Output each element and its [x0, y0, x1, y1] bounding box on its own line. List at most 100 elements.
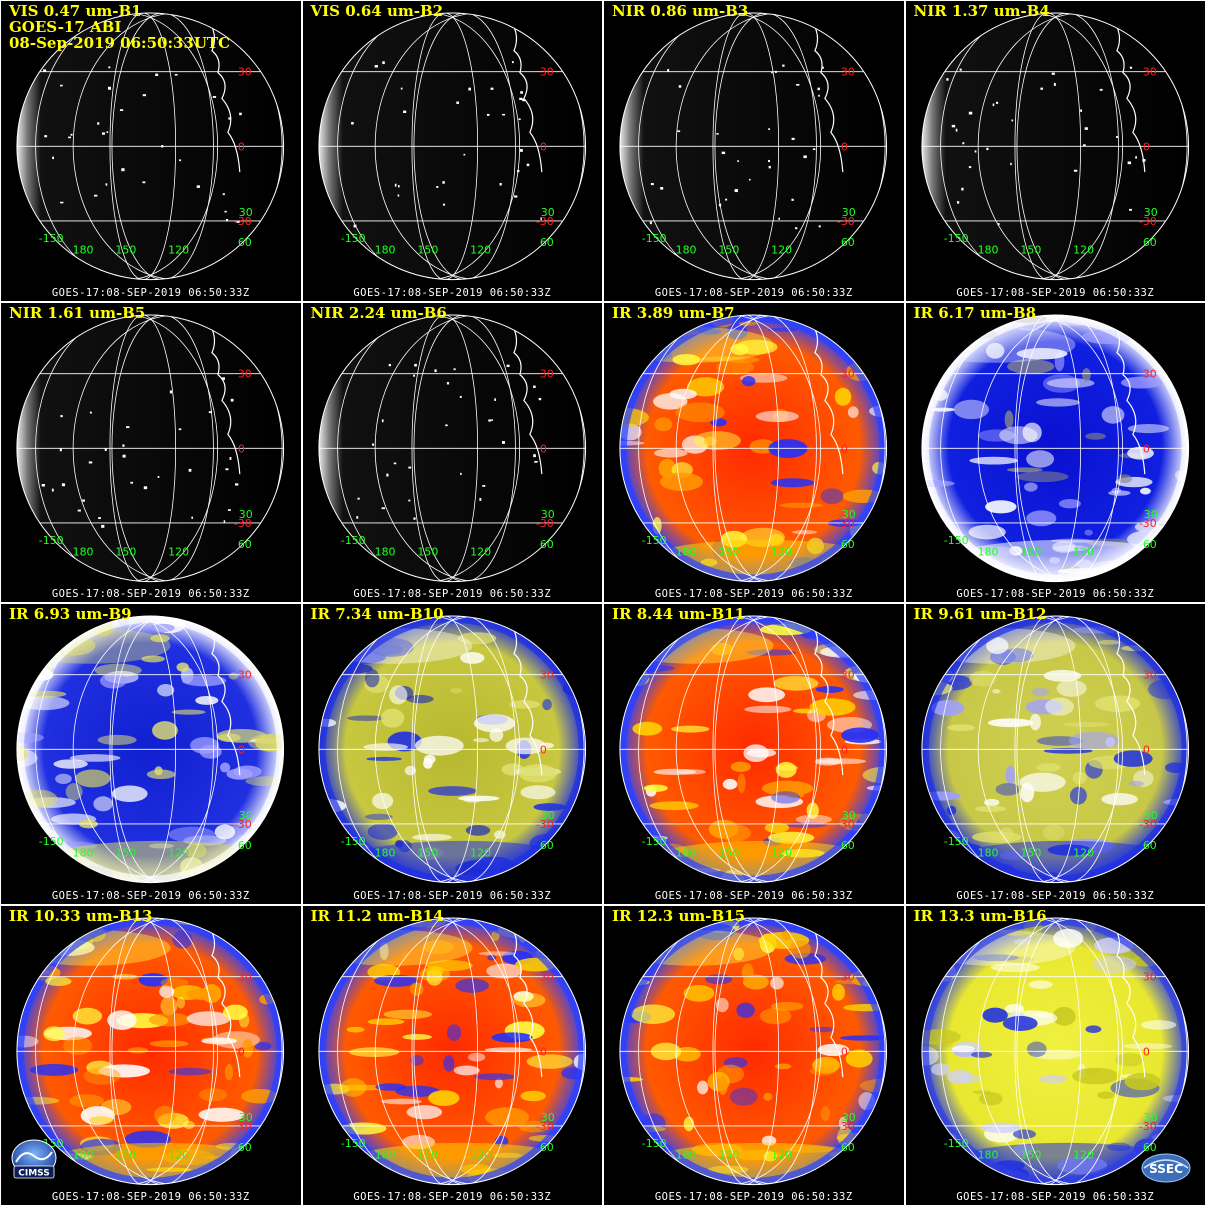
lat-label: 0 — [539, 140, 546, 153]
lat-label: 0 — [1142, 743, 1149, 756]
lon-label: 180 — [977, 244, 998, 257]
lon-label: -150 — [943, 835, 968, 848]
lon-label: 180 — [374, 545, 395, 558]
lat-label: -30 — [1138, 215, 1156, 228]
lon-label: 150 — [417, 244, 438, 257]
band-label: NIR 2.24 um-B6 — [311, 305, 447, 321]
lon-label: 120 — [168, 244, 189, 257]
timestamp-footer: GOES-17:08-SEP-2019 06:50:33Z — [51, 1191, 250, 1203]
timestamp-footer: GOES-17:08-SEP-2019 06:50:33Z — [353, 286, 552, 299]
lon-label: 150 — [115, 545, 136, 558]
lat-label: 0 — [1142, 140, 1149, 153]
band-panel: 30 0 -30 30 -150 180 150 120 60 NIR 0.86 um-B3 GOE… — [603, 0, 905, 302]
lon-label: 180 — [73, 1148, 94, 1161]
lat-label: -30 — [837, 215, 855, 228]
band-panel: 30 0 -30 30 -150 180 150 120 60 IR 11.2 um-B14 GOE… — [301, 904, 603, 1206]
band-label: IR 6.93 um-B9 — [9, 606, 132, 622]
lat-label: -30 — [234, 818, 252, 831]
lat-label: -30 — [535, 516, 553, 529]
band-label-text: IR 7.34 um-B10 — [310, 605, 444, 623]
lon-label: -150 — [39, 232, 64, 245]
band-label-text: NIR 1.37 um-B4 — [913, 2, 1050, 20]
lon-label: 60 — [539, 236, 553, 249]
lat-label-green: 30 — [239, 809, 253, 822]
lat-label: 0 — [841, 743, 848, 756]
timestamp-footer: GOES-17:08-SEP-2019 06:50:33Z — [654, 588, 853, 600]
lat-label-green: 30 — [540, 809, 554, 822]
lon-label: -150 — [642, 1136, 667, 1149]
lon-label: -150 — [39, 835, 64, 848]
lon-label: 120 — [470, 847, 491, 860]
lat-label: 30 — [841, 970, 855, 983]
lon-label: -150 — [642, 232, 667, 245]
band-label-text: NIR 1.61 um-B5 — [9, 303, 146, 322]
lon-label: 120 — [1073, 1148, 1094, 1161]
lon-label: 120 — [168, 545, 189, 558]
timestamp-footer: GOES-17:08-SEP-2019 06:50:33Z — [353, 889, 552, 902]
band-label: IR 9.61 um-B12 — [914, 606, 1047, 622]
lat-label: -30 — [1138, 818, 1156, 831]
lat-label: 30 — [238, 669, 252, 682]
lon-label: 60 — [238, 537, 252, 550]
lon-label: -150 — [340, 232, 365, 245]
lon-label: 180 — [374, 1148, 395, 1161]
lon-label: 180 — [676, 244, 697, 257]
band-label-text: VIS 0.64 um-B2 — [310, 2, 444, 20]
lat-label: 30 — [1142, 669, 1156, 682]
band-panel: 30 0 -30 30 -150 180 150 120 60 NIR 1.37 um-B4 GOE… — [904, 0, 1206, 302]
band-label-text: IR 11.2 um-B14 — [310, 906, 444, 925]
band-label: IR 6.17 um-B8 — [914, 305, 1037, 321]
band-panel: 30 0 -30 30 -150 180 150 120 60 IR 6.93 um-B9 GOES… — [0, 603, 302, 905]
band-panel: 30 0 -30 30 -150 180 150 120 60 IR 6.17 um-B8 GOES… — [904, 301, 1206, 603]
lon-label: 150 — [1020, 244, 1041, 257]
lat-label: 30 — [841, 367, 855, 380]
lat-label: -30 — [837, 1119, 855, 1132]
ssec-logo: SSEC — [1140, 1146, 1192, 1188]
band-label-text: IR 9.61 um-B12 — [913, 605, 1047, 623]
band-label-text: IR 6.17 um-B8 — [913, 303, 1037, 322]
lon-label: 180 — [73, 244, 94, 257]
lon-label: 150 — [718, 244, 739, 257]
lat-label: 30 — [539, 970, 553, 983]
lon-label: 60 — [238, 839, 252, 852]
lon-label: 120 — [1073, 847, 1094, 860]
lon-label: 180 — [73, 847, 94, 860]
band-label-text: IR 10.33 um-B13 — [9, 906, 153, 925]
lon-label: -150 — [340, 1136, 365, 1149]
lon-label: 120 — [771, 847, 792, 860]
lat-label: -30 — [837, 818, 855, 831]
lon-label: 60 — [1142, 1140, 1156, 1153]
timestamp-footer: GOES-17:08-SEP-2019 06:50:33Z — [956, 286, 1155, 299]
lat-label: 30 — [539, 669, 553, 682]
lon-label: 150 — [718, 545, 739, 558]
lat-label-green: 30 — [842, 206, 856, 219]
lon-label: -150 — [943, 232, 968, 245]
lon-label: 120 — [771, 1148, 792, 1161]
lon-label: 120 — [470, 244, 491, 257]
lon-label: 150 — [1020, 1148, 1041, 1161]
band-panel: 30 0 -30 30 -150 180 150 120 60 VIS 0.64 um-B2 GOE… — [301, 0, 603, 302]
lat-label: -30 — [234, 215, 252, 228]
lon-label: 180 — [374, 244, 395, 257]
lon-label: -150 — [39, 533, 64, 546]
lon-label: 120 — [168, 847, 189, 860]
lat-label: 30 — [1142, 970, 1156, 983]
lon-label: 150 — [417, 545, 438, 558]
lon-label: 60 — [1142, 537, 1156, 550]
timestamp-footer: GOES-17:08-SEP-2019 06:50:33Z — [353, 1191, 552, 1203]
lat-label-green: 30 — [1143, 206, 1157, 219]
lon-label: 120 — [771, 244, 792, 257]
band-panel: 30 0 -30 30 -150 180 150 120 60 IR 7.34 um-B10 GOE… — [301, 603, 603, 905]
lon-label: 150 — [417, 1148, 438, 1161]
lat-label: 30 — [238, 367, 252, 380]
lon-label: 120 — [1073, 244, 1094, 257]
lat-label: 0 — [238, 140, 245, 153]
